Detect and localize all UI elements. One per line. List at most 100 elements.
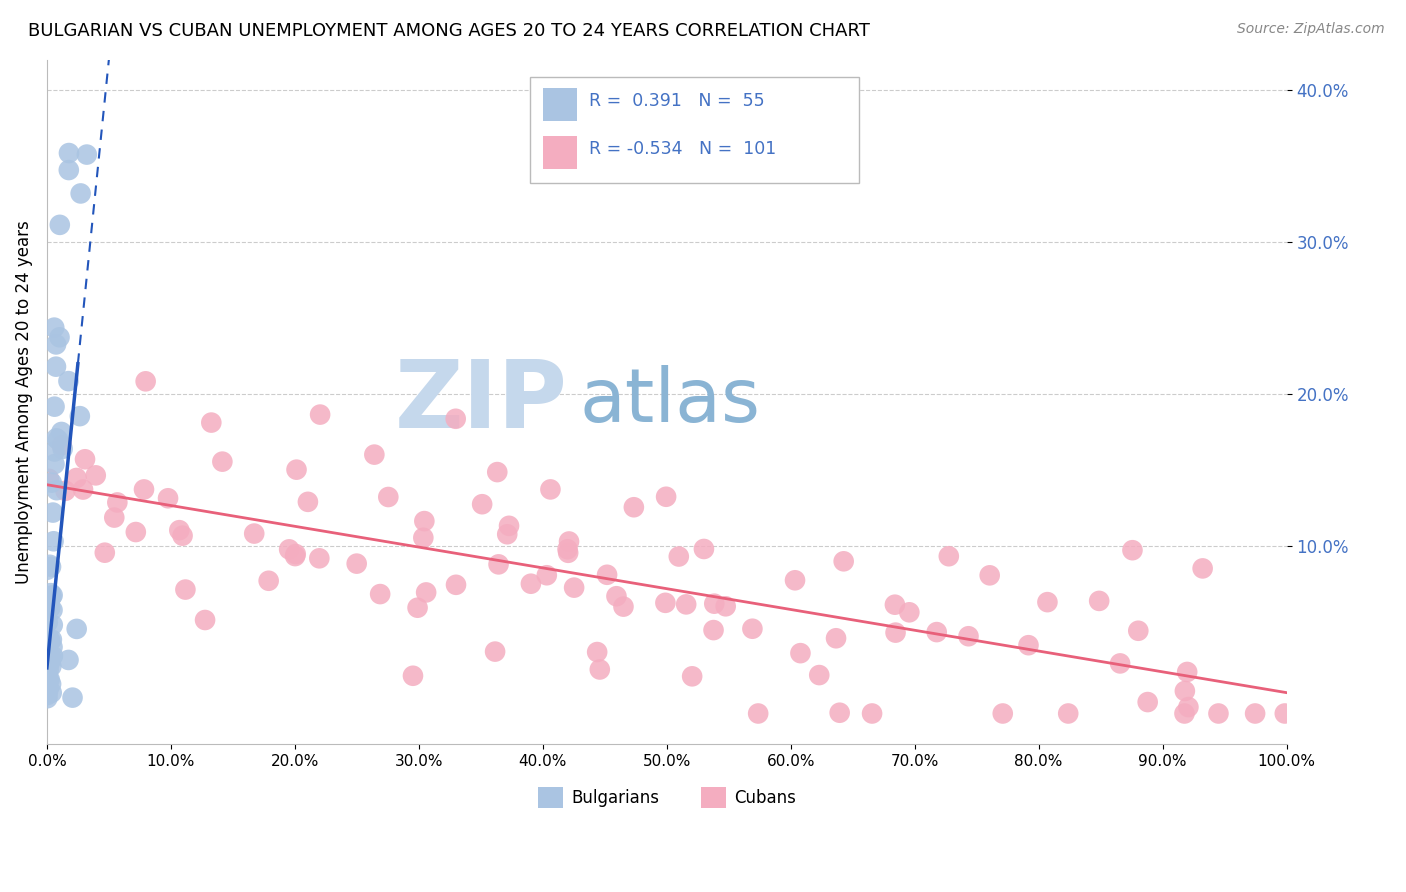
Point <box>808 668 831 682</box>
Point <box>413 514 436 528</box>
Point <box>38 673 60 687</box>
Point <box>536 568 558 582</box>
Point <box>562 581 585 595</box>
Point <box>52 442 75 456</box>
Point <box>58 163 80 178</box>
Point <box>257 574 280 588</box>
Point <box>41 475 63 490</box>
FancyBboxPatch shape <box>530 77 859 183</box>
Point <box>557 546 579 560</box>
Point <box>42 618 65 632</box>
Y-axis label: Unemployment Among Ages 20 to 24 years: Unemployment Among Ages 20 to 24 years <box>15 220 32 583</box>
Point <box>132 483 155 497</box>
Point <box>402 669 425 683</box>
Point <box>377 490 399 504</box>
Point <box>39 586 62 600</box>
Point <box>45 483 67 498</box>
Point <box>1121 543 1143 558</box>
Point <box>612 599 634 614</box>
Point <box>42 534 65 549</box>
Point <box>1057 706 1080 721</box>
Point <box>406 600 429 615</box>
Point <box>157 491 180 506</box>
Point <box>284 547 307 561</box>
Point <box>681 669 703 683</box>
Point <box>884 625 907 640</box>
Point <box>37 688 59 702</box>
Point <box>73 452 96 467</box>
Point <box>41 686 63 700</box>
Point <box>484 645 506 659</box>
Text: R = -0.534   N =  101: R = -0.534 N = 101 <box>589 139 776 158</box>
Point <box>957 629 980 643</box>
Point <box>39 600 62 615</box>
Point <box>66 622 89 636</box>
Point <box>278 542 301 557</box>
Point <box>39 633 62 648</box>
Legend: Bulgarians, Cubans: Bulgarians, Cubans <box>531 780 803 814</box>
Point <box>37 599 59 614</box>
Point <box>51 425 73 439</box>
Point <box>363 448 385 462</box>
Point <box>979 568 1001 582</box>
Point <box>486 465 509 479</box>
Point <box>596 567 619 582</box>
Point <box>883 598 905 612</box>
Point <box>243 526 266 541</box>
Point <box>471 497 494 511</box>
Point <box>654 596 676 610</box>
Point <box>308 551 330 566</box>
Point <box>48 330 70 344</box>
Text: BULGARIAN VS CUBAN UNEMPLOYMENT AMONG AGES 20 TO 24 YEARS CORRELATION CHART: BULGARIAN VS CUBAN UNEMPLOYMENT AMONG AG… <box>28 22 870 40</box>
Point <box>194 613 217 627</box>
Point <box>1174 684 1197 698</box>
Point <box>41 603 63 617</box>
Point <box>46 433 69 447</box>
Point <box>58 374 80 388</box>
Point <box>825 632 848 646</box>
Point <box>702 623 724 637</box>
Bar <box>543 88 578 121</box>
Point <box>44 444 66 458</box>
Point <box>39 559 62 574</box>
Point <box>38 472 60 486</box>
Point <box>94 546 117 560</box>
Point <box>1128 624 1150 638</box>
Point <box>1088 594 1111 608</box>
Point <box>42 506 65 520</box>
Point <box>1173 706 1195 721</box>
Point <box>668 549 690 564</box>
Point <box>520 576 543 591</box>
Point <box>69 409 91 424</box>
Point <box>496 527 519 541</box>
Text: R =  0.391   N =  55: R = 0.391 N = 55 <box>589 92 765 110</box>
Point <box>1018 638 1040 652</box>
Point <box>41 632 63 647</box>
Text: Source: ZipAtlas.com: Source: ZipAtlas.com <box>1237 22 1385 37</box>
Point <box>38 558 60 572</box>
Point <box>69 186 91 201</box>
Point <box>38 663 60 677</box>
Point <box>125 524 148 539</box>
Point <box>747 706 769 721</box>
Point <box>1274 706 1296 721</box>
Point <box>783 574 806 588</box>
Point <box>45 337 67 351</box>
Point <box>42 648 65 663</box>
Point <box>49 218 72 232</box>
Point <box>605 589 627 603</box>
Point <box>58 146 80 161</box>
Point <box>37 683 59 698</box>
Point <box>105 495 128 509</box>
Point <box>557 542 579 557</box>
Point <box>655 490 678 504</box>
Point <box>368 587 391 601</box>
Point <box>444 411 467 425</box>
Point <box>44 457 66 471</box>
Point <box>558 534 581 549</box>
Point <box>37 615 59 630</box>
Point <box>714 599 737 614</box>
Point <box>39 592 62 607</box>
Point <box>297 495 319 509</box>
Point <box>1175 665 1198 679</box>
